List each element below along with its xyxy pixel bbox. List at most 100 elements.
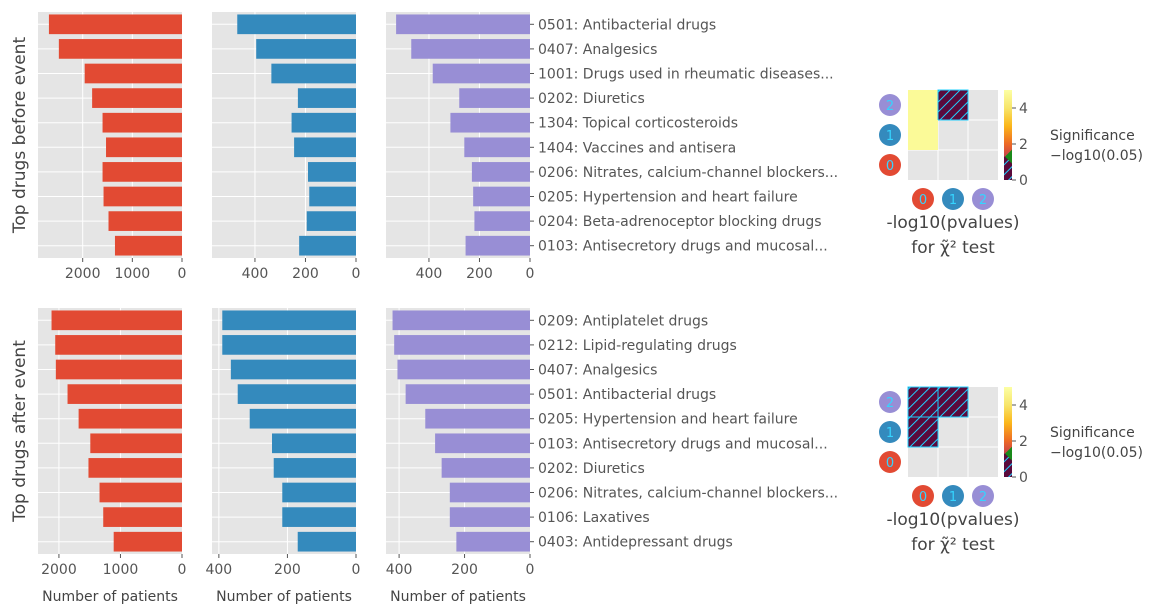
bar [102,112,182,133]
colorbar: 0 2 4 Significance −log10(0.05) [1004,90,1143,189]
x-axis-label: Number of patients [42,589,178,605]
category-label: 0106: Laxatives [538,510,650,526]
bar [55,359,182,380]
significance-heatmap: 0 0 1 1 2 2 -log10(pvalues) for χ̃² test [879,89,1020,258]
bar [405,384,530,404]
colorbar-label-line2: −log10(0.05) [1050,148,1143,164]
colorbar-tick-label: 2 [1019,434,1028,450]
x-tick-label: 400 [242,266,269,282]
group-marker-y [879,94,901,116]
bar [108,211,182,231]
bar [222,335,356,355]
bar [291,112,356,133]
bar [309,186,356,207]
group-marker-y [879,124,901,146]
group-marker-y [879,391,901,413]
x-tick-label: 0 [178,266,187,282]
bar [99,482,182,503]
bar [396,14,530,35]
bar [464,137,530,158]
heatmap-cell-hatched [907,386,939,418]
colorbar-label-line1: Significance [1050,128,1135,144]
bar [249,408,356,429]
category-label: 0103: Antisecretory drugs and mucosal... [538,239,828,255]
bar [92,88,182,108]
row-ylabel: Top drugs before event [10,37,30,235]
bar [297,531,356,552]
bar [48,14,183,35]
x-tick-label: 1000 [103,562,139,578]
bar [84,63,182,84]
group-marker-label: 0 [919,490,927,505]
category-label: 1404: Vaccines and antisera [538,140,736,156]
x-tick-label: 2000 [65,266,101,282]
x-tick-label: 1000 [115,266,151,282]
group-marker-x [942,485,964,507]
x-tick-label: 0 [352,562,361,578]
x-tick-label: 200 [466,266,493,282]
row-ylabel: Top drugs after event [10,340,30,523]
bar [58,39,182,59]
bar [397,359,530,380]
heatmap-title-line1: -log10(pvalues) [886,213,1019,233]
bar [230,359,356,380]
group-marker-y [879,451,901,473]
heatmap-title-line1: -log10(pvalues) [886,510,1019,530]
group-marker-label: 2 [886,396,894,411]
threshold-marker [1005,149,1012,164]
group-marker-label: 1 [886,129,894,144]
heatmap-cell [908,120,938,150]
bar [465,235,530,256]
colorbar-tick-label: 0 [1019,173,1028,189]
bar [237,384,356,404]
bar [306,211,356,231]
group-marker-label: 1 [886,426,894,441]
bar [425,408,530,429]
bar [456,531,530,552]
group-marker-y [879,154,901,176]
colorbar-label-line2: −log10(0.05) [1050,445,1143,461]
colorbar-tick-label: 4 [1019,398,1028,414]
x-tick-label: 0 [526,266,535,282]
colorbar-tick-label: 2 [1019,137,1028,153]
heatmap-cell [908,90,938,120]
bar [256,39,356,59]
x-tick-label: 2000 [41,562,77,578]
bar [471,162,530,182]
panel-1: 400 200 0 [212,12,360,282]
bar [90,433,182,454]
category-label: 0403: Antidepressant drugs [538,535,733,551]
group-marker-x [972,188,994,210]
x-tick-label: 400 [205,562,232,578]
category-label: 0205: Hypertension and heart failure [538,190,798,206]
panel-0: 2000 1000 0 [38,12,186,282]
colorbar: 0 2 4 Significance −log10(0.05) [1004,387,1143,486]
bar [297,88,356,108]
group-marker-label: 1 [949,193,957,208]
colorbar-tick-label: 0 [1019,470,1028,486]
bar [392,310,530,331]
heatmap-cell-hatched [937,89,969,121]
x-tick-label: 200 [451,562,478,578]
category-label: 1304: Topical corticosteroids [538,116,738,132]
category-label: 0204: Beta-adrenoceptor blocking drugs [538,214,822,230]
colorbar-hatch [1004,156,1012,180]
colorbar-tick-label: 4 [1019,101,1028,117]
heatmap-cell-hatched [937,386,969,418]
x-tick-label: 0 [178,562,187,578]
bar [51,310,183,331]
group-marker-label: 2 [979,193,987,208]
bar [441,458,530,478]
bar [282,507,356,527]
group-marker-label: 2 [979,490,987,505]
bar [102,162,182,182]
category-label: 1001: Drugs used in rheumatic diseases..… [538,67,834,83]
bar [88,458,182,478]
category-label: 0206: Nitrates, calcium-channel blockers… [538,165,838,181]
